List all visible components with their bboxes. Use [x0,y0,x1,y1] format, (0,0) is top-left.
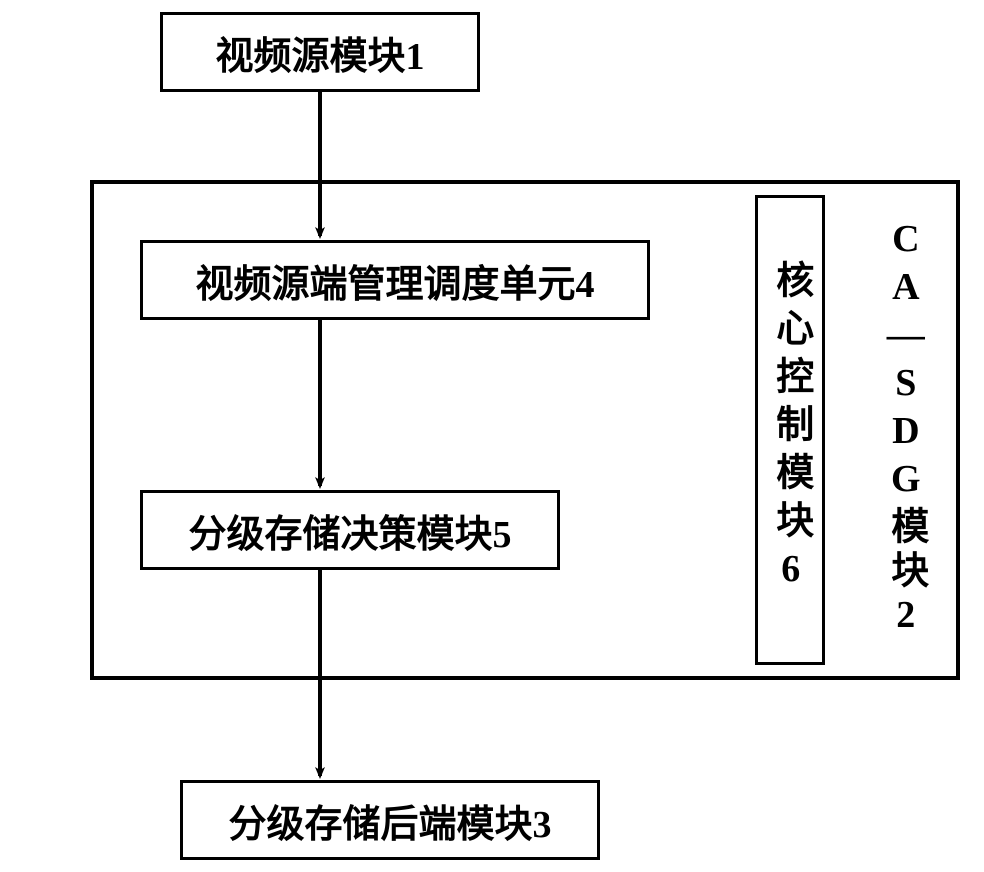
node-label: 视频源端管理调度单元4 [195,253,594,308]
node-ca-sdg-label: CA—SDG模块2 [870,195,940,665]
node-source-management-unit: 视频源端管理调度单元4 [140,240,650,320]
node-tiered-storage-decision-module: 分级存储决策模块5 [140,490,560,570]
node-video-source-module: 视频源模块1 [160,12,480,92]
node-core-control-module: 核心控制模块6 [755,195,825,665]
node-label: 视频源模块1 [215,25,424,80]
node-label: CA—SDG模块2 [882,218,928,642]
node-label: 分级存储后端模块3 [228,793,551,848]
diagram-canvas: 视频源模块1 视频源端管理调度单元4 分级存储决策模块5 核心控制模块6 CA—… [0,0,984,872]
node-label: 分级存储决策模块5 [188,503,511,558]
node-label: 核心控制模块6 [767,260,813,600]
node-tiered-storage-backend-module: 分级存储后端模块3 [180,780,600,860]
